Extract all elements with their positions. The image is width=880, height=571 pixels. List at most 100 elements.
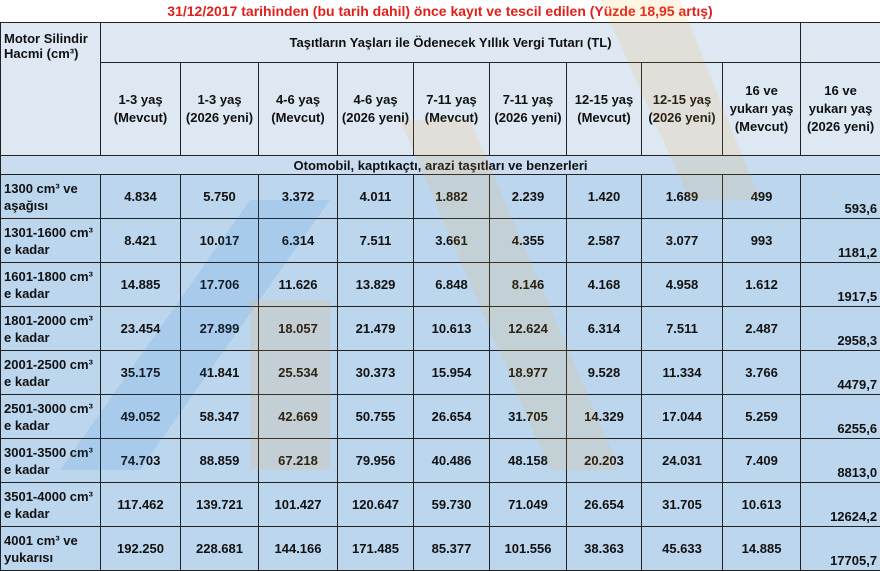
tax-cell: 4.011 <box>338 175 414 219</box>
corner-header: Motor Silindir Hacmi (cm³) <box>1 23 101 156</box>
column-header: 1-3 yaş (2026 yeni) <box>181 62 259 155</box>
row-label: 4001 cm³ ve yukarısı <box>1 527 101 571</box>
tax-cell: 139.721 <box>181 483 259 527</box>
row-label: 1801-2000 cm³ e kadar <box>1 307 101 351</box>
tax-cell: 3.372 <box>259 175 338 219</box>
tax-cell: 71.049 <box>490 483 567 527</box>
tax-cell: 74.703 <box>101 439 181 483</box>
tax-cell: 4.958 <box>642 263 723 307</box>
tax-cell: 1.882 <box>414 175 490 219</box>
tax-cell: 10.017 <box>181 219 259 263</box>
tax-cell: 20.203 <box>567 439 642 483</box>
column-header: 12-15 yaş (2026 yeni) <box>642 62 723 155</box>
tax-cell: 5.750 <box>181 175 259 219</box>
tax-cell: 4.355 <box>490 219 567 263</box>
tax-cell: 11.626 <box>259 263 338 307</box>
table-body: Otomobil, kaptıkaçtı, arazi taşıtları ve… <box>1 156 880 571</box>
column-header: 7-11 yaş (Mevcut) <box>414 62 490 155</box>
tax-cell: 15.954 <box>414 351 490 395</box>
tax-cell: 11.334 <box>642 351 723 395</box>
tax-cell: 8.421 <box>101 219 181 263</box>
column-header: 16 ve yukarı yaş (2026 yeni) <box>801 62 880 155</box>
tax-cell: 3.661 <box>414 219 490 263</box>
tax-cell: 4.834 <box>101 175 181 219</box>
tax-cell: 593,6 <box>801 175 880 219</box>
tax-cell: 3.077 <box>642 219 723 263</box>
tax-cell: 192.250 <box>101 527 181 571</box>
column-header: 7-11 yaş (2026 yeni) <box>490 62 567 155</box>
empty-header <box>801 23 880 63</box>
row-label: 2501-3000 cm³ e kadar <box>1 395 101 439</box>
tax-cell: 9.528 <box>567 351 642 395</box>
tax-cell: 7.511 <box>642 307 723 351</box>
tax-cell: 79.956 <box>338 439 414 483</box>
tax-cell: 67.218 <box>259 439 338 483</box>
tax-cell: 50.755 <box>338 395 414 439</box>
tax-cell: 17705,7 <box>801 527 880 571</box>
tax-cell: 18.977 <box>490 351 567 395</box>
tax-cell: 6.848 <box>414 263 490 307</box>
tax-cell: 13.829 <box>338 263 414 307</box>
tax-cell: 1917,5 <box>801 263 880 307</box>
tax-cell: 14.885 <box>101 263 181 307</box>
tax-cell: 25.534 <box>259 351 338 395</box>
tax-cell: 4479,7 <box>801 351 880 395</box>
tax-cell: 21.479 <box>338 307 414 351</box>
tax-cell: 31.705 <box>490 395 567 439</box>
section-label: Otomobil, kaptıkaçtı, arazi taşıtları ve… <box>1 156 880 175</box>
tax-cell: 8.146 <box>490 263 567 307</box>
row-label: 3001-3500 cm³ e kadar <box>1 439 101 483</box>
tax-cell: 101.556 <box>490 527 567 571</box>
tax-cell: 993 <box>723 219 801 263</box>
row-label: 1601-1800 cm³ e kadar <box>1 263 101 307</box>
tax-cell: 27.899 <box>181 307 259 351</box>
tax-cell: 24.031 <box>642 439 723 483</box>
tax-cell: 2.587 <box>567 219 642 263</box>
tax-cell: 7.511 <box>338 219 414 263</box>
tax-cell: 171.485 <box>338 527 414 571</box>
tax-cell: 12.624 <box>490 307 567 351</box>
tax-cell: 31.705 <box>642 483 723 527</box>
column-header: 16 ve yukarı yaş (Mevcut) <box>723 62 801 155</box>
tax-cell: 117.462 <box>101 483 181 527</box>
column-header: 4-6 yaş (2026 yeni) <box>338 62 414 155</box>
tax-cell: 2958,3 <box>801 307 880 351</box>
tax-cell: 1.689 <box>642 175 723 219</box>
tax-cell: 30.373 <box>338 351 414 395</box>
tax-cell: 101.427 <box>259 483 338 527</box>
tax-cell: 58.347 <box>181 395 259 439</box>
row-label: 2001-2500 cm³ e kadar <box>1 351 101 395</box>
tax-cell: 6255,6 <box>801 395 880 439</box>
tax-cell: 6.314 <box>567 307 642 351</box>
title: 31/12/2017 tarihinden (bu tarih dahil) ö… <box>0 0 880 22</box>
tax-cell: 2.239 <box>490 175 567 219</box>
section-row: Otomobil, kaptıkaçtı, arazi taşıtları ve… <box>1 156 880 175</box>
tax-cell: 12624,2 <box>801 483 880 527</box>
tax-table: Motor Silindir Hacmi (cm³) Taşıtların Ya… <box>0 22 880 571</box>
tax-cell: 42.669 <box>259 395 338 439</box>
tax-cell: 5.259 <box>723 395 801 439</box>
tax-cell: 14.885 <box>723 527 801 571</box>
tax-cell: 17.044 <box>642 395 723 439</box>
column-header: 1-3 yaş (Mevcut) <box>101 62 181 155</box>
tax-cell: 499 <box>723 175 801 219</box>
row-label: 1300 cm³ ve aşağısı <box>1 175 101 219</box>
tax-cell: 49.052 <box>101 395 181 439</box>
group-header: Taşıtların Yaşları ile Ödenecek Yıllık V… <box>101 23 801 63</box>
row-label: 1301-1600 cm³ e kadar <box>1 219 101 263</box>
tax-cell: 4.168 <box>567 263 642 307</box>
tax-cell: 45.633 <box>642 527 723 571</box>
tax-cell: 18.057 <box>259 307 338 351</box>
tax-cell: 1.612 <box>723 263 801 307</box>
tax-cell: 120.647 <box>338 483 414 527</box>
tax-cell: 10.613 <box>414 307 490 351</box>
column-header-row: 1-3 yaş (Mevcut)1-3 yaş (2026 yeni) 4-6 y… <box>1 62 880 155</box>
tax-cell: 41.841 <box>181 351 259 395</box>
